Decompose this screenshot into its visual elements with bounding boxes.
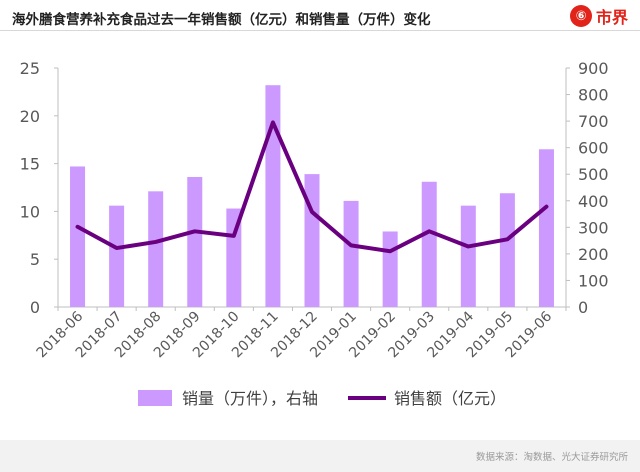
y-left-tick-label: 10: [20, 202, 40, 221]
legend-label-line: 销售额（亿元）: [394, 389, 506, 408]
legend-swatch-bar: [138, 390, 172, 406]
bar: [538, 149, 554, 307]
y-right-tick-label: 400: [578, 192, 609, 211]
source-footer: 数据来源：淘数据、光大证券研究所: [0, 440, 640, 472]
source-text: 数据来源：淘数据、光大证券研究所: [475, 452, 628, 463]
bar-series: [70, 85, 554, 307]
y-left-tick-label: 0: [30, 298, 40, 317]
axes: 0 5 10 15 20 25 0 100 200 300 400 500 600 700 800 900: [20, 59, 609, 317]
brand-mark-icon: ⑥: [569, 5, 592, 27]
bar: [70, 166, 86, 307]
line-series: [75, 120, 549, 254]
x-tick-labels: 2018-062018-072018-082018-092018-102018-…: [34, 307, 567, 361]
y-right-tick-label: 100: [578, 271, 609, 290]
y-right-tick-label: 300: [578, 218, 609, 237]
y-right-tick-label: 800: [578, 86, 609, 105]
bar: [265, 85, 281, 307]
y-right-tick-label: 0: [578, 298, 588, 317]
bar: [421, 181, 437, 307]
brand-name: 市界: [595, 8, 628, 27]
y-right-tick-label: 700: [578, 112, 609, 131]
bar: [499, 193, 515, 307]
y-left-tick-label: 25: [20, 59, 40, 78]
bar: [109, 205, 125, 307]
bar: [304, 174, 320, 307]
header-divider: [0, 30, 640, 31]
bar: [148, 191, 164, 307]
y-left-tick-label: 5: [30, 250, 40, 269]
y-right-tick-label: 900: [578, 59, 609, 78]
bar: [343, 200, 359, 307]
y-right-tick-label: 200: [578, 245, 609, 264]
bar: [226, 208, 242, 307]
chart-title: 海外膳食营养补充食品过去一年销售额（亿元）和销售量（万件）变化: [12, 12, 431, 28]
y-left-tick-label: 15: [20, 155, 40, 174]
brand-logo: ⑥ 市界: [569, 3, 628, 29]
bar: [460, 205, 476, 307]
y-left-tick-label: 20: [20, 107, 40, 126]
y-right-tick-label: 600: [578, 139, 609, 158]
bar: [382, 231, 398, 307]
bar: [187, 176, 203, 307]
chart: 0 5 10 15 20 25 0 100 200 300 400 500 600 700 800 900 2…: [20, 59, 609, 408]
y-right-tick-label: 500: [578, 165, 609, 184]
legend: 销量（万件），右轴 销售额（亿元）: [138, 389, 506, 408]
header: 海外膳食营养补充食品过去一年销售额（亿元）和销售量（万件）变化 ⑥ 市界: [0, 0, 640, 32]
legend-label-bar: 销量（万件），右轴: [182, 389, 318, 408]
